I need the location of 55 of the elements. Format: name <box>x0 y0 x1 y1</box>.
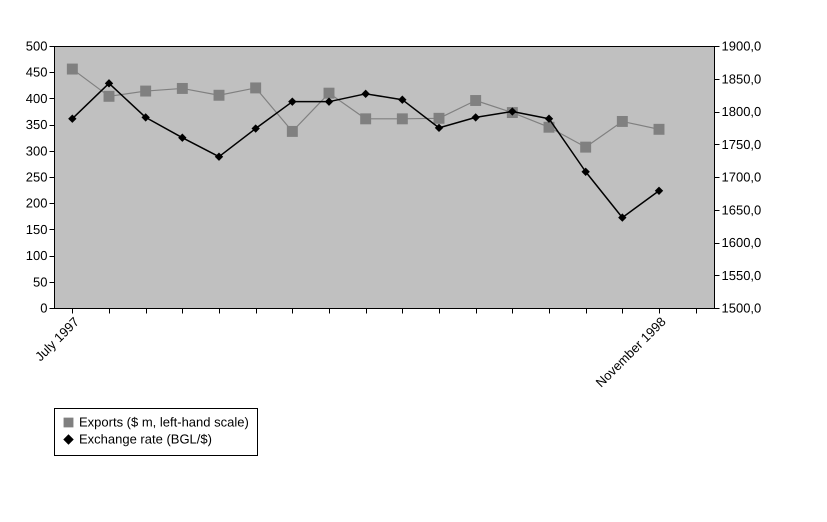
point <box>178 134 187 142</box>
y2-tick-label: 1500,0 <box>722 300 762 316</box>
y-tick-label: 100 <box>26 248 48 264</box>
point <box>214 152 224 161</box>
point <box>544 114 554 123</box>
y2-tick-label: 1600,0 <box>722 235 762 250</box>
point <box>66 64 78 75</box>
point <box>581 168 590 176</box>
y-tick-label: 400 <box>26 90 48 106</box>
y2-tick-label: 1850,0 <box>722 71 762 86</box>
y2-tick-label: 1750,0 <box>722 136 762 152</box>
point <box>286 126 298 137</box>
point <box>68 114 77 123</box>
point <box>140 86 152 97</box>
point <box>580 142 592 153</box>
point <box>470 95 482 106</box>
point <box>324 97 334 106</box>
point <box>398 96 407 104</box>
point <box>104 79 114 88</box>
point <box>508 107 517 116</box>
point <box>396 113 408 124</box>
point <box>176 82 188 94</box>
legend-label: Exchange rate (BGL/$) <box>79 432 212 446</box>
y-tick-label: 0 <box>40 300 48 316</box>
y-tick-label: 350 <box>26 117 48 132</box>
y-tick-label: 200 <box>26 196 48 211</box>
point <box>434 124 444 132</box>
point <box>141 113 150 122</box>
y-tick-label: 300 <box>26 143 48 158</box>
point <box>288 97 297 106</box>
y2-tick-label: 1650,0 <box>722 202 762 218</box>
point <box>618 213 627 222</box>
point <box>324 88 334 99</box>
point <box>616 116 628 127</box>
point <box>251 124 260 133</box>
point <box>214 90 224 101</box>
y2-tick-label: 1550,0 <box>722 268 762 283</box>
point <box>471 113 480 122</box>
y2-tick-label: 1800,0 <box>722 104 762 119</box>
y-tick-label: 500 <box>26 38 48 54</box>
point <box>654 186 664 195</box>
y2-tick-label: 1700,0 <box>722 170 762 184</box>
y-tick-label: 250 <box>26 170 48 184</box>
point <box>361 90 370 98</box>
y-tick-label: 50 <box>33 274 48 290</box>
legend-label: Exports ($ m, left-hand scale) <box>79 414 249 430</box>
point <box>544 122 554 133</box>
point <box>360 113 372 124</box>
point <box>104 90 114 102</box>
point <box>250 82 262 94</box>
y-tick-label: 150 <box>26 222 48 237</box>
y-tick-label: 450 <box>26 64 48 80</box>
point <box>654 124 664 135</box>
y2-tick-label: 1900,0 <box>722 38 762 54</box>
point <box>434 112 444 124</box>
